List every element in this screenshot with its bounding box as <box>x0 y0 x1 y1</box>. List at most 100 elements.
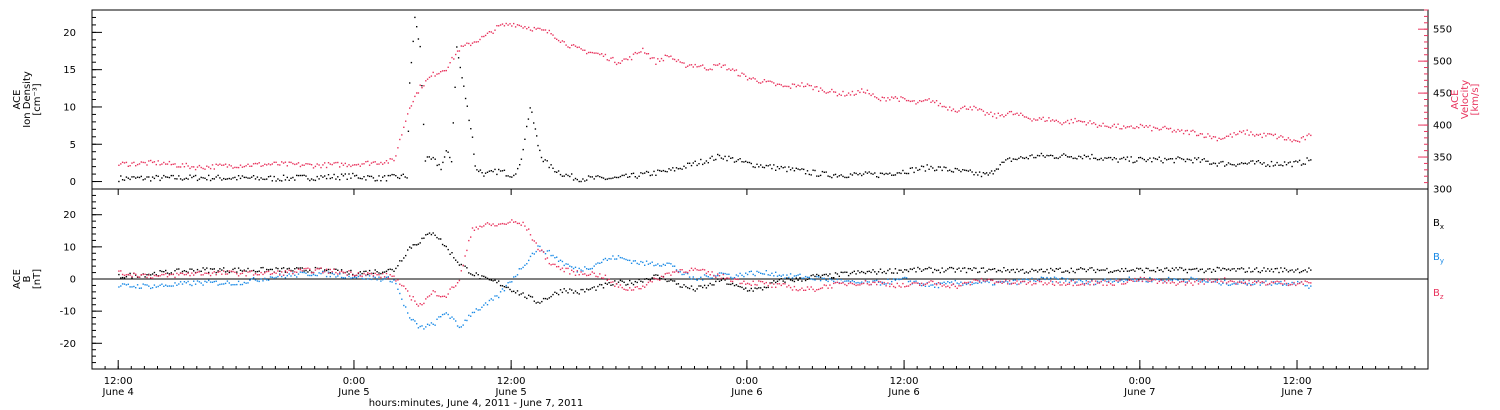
legend-subscript: x <box>1440 223 1444 231</box>
density-left-axis-title-line: Ion Density <box>22 71 33 128</box>
Bz-point <box>1096 282 1099 284</box>
Bz-point <box>1010 283 1013 285</box>
Bx-point <box>1229 269 1232 272</box>
By-point <box>1134 280 1136 282</box>
Bz-point <box>630 289 633 291</box>
Bz-point <box>967 281 970 284</box>
Bz-point <box>844 283 846 286</box>
density-point <box>1237 163 1239 166</box>
By-point <box>374 276 376 279</box>
Bz-point <box>1270 281 1273 283</box>
velocity-point <box>1261 136 1263 139</box>
Bx-point <box>372 272 375 275</box>
Bz-point <box>1138 279 1140 281</box>
By-point <box>498 296 500 299</box>
Bz-point <box>1014 282 1016 284</box>
By-point <box>1046 276 1048 279</box>
velocity-point <box>1207 133 1209 135</box>
Bz-point <box>702 268 704 271</box>
velocity-point <box>477 41 479 43</box>
By-point <box>455 320 457 322</box>
Bx-point <box>279 270 281 272</box>
Bz-point <box>1156 282 1159 284</box>
Bz-point <box>118 270 120 272</box>
Bz-point <box>739 282 741 285</box>
Bz-point <box>1132 280 1134 282</box>
density-point <box>275 180 277 182</box>
By-point <box>1235 282 1237 284</box>
By-point <box>702 279 704 281</box>
density-point <box>653 170 655 173</box>
Bz-point <box>1119 279 1121 281</box>
By-point <box>617 255 620 257</box>
By-point <box>767 274 769 276</box>
Bz-point <box>522 221 524 224</box>
bfield-left-tick-label: 0 <box>70 275 76 286</box>
By-point <box>769 274 771 276</box>
velocity-point <box>767 80 769 82</box>
velocity-point <box>416 92 418 94</box>
Bz-point <box>374 272 376 275</box>
Bz-point <box>737 278 739 281</box>
Bx-point <box>494 279 496 281</box>
Bz-point <box>750 284 752 286</box>
By-point <box>1242 279 1245 282</box>
Bz-point <box>1029 280 1031 283</box>
Bz-point <box>179 272 182 274</box>
velocity-point <box>567 46 569 48</box>
Bz-point <box>1248 279 1250 282</box>
Bz-point <box>754 283 756 286</box>
velocity-point <box>1143 126 1145 128</box>
velocity-point <box>954 110 956 113</box>
Bz-point <box>1233 281 1235 283</box>
density-point <box>1096 159 1099 161</box>
Bx-point <box>1190 268 1192 271</box>
density-point <box>422 123 425 126</box>
density-point <box>407 130 410 132</box>
Bz-point <box>131 275 133 278</box>
velocity-point <box>1201 133 1203 135</box>
Bz-point <box>241 272 244 274</box>
Bz-point <box>677 271 680 274</box>
density-point <box>722 158 724 160</box>
velocity-point <box>1167 128 1170 130</box>
By-point <box>960 281 962 283</box>
velocity-point <box>644 52 646 54</box>
By-point <box>1016 283 1018 286</box>
velocity-point <box>318 164 320 166</box>
By-point <box>136 284 139 286</box>
Bx-point <box>425 234 427 236</box>
Bz-point <box>1126 281 1129 283</box>
Bx-point <box>1207 268 1209 270</box>
velocity-point <box>964 105 966 107</box>
Bz-point <box>788 284 790 287</box>
density-point <box>511 176 513 178</box>
velocity-point <box>447 66 449 68</box>
Bx-point <box>1225 269 1228 271</box>
By-point <box>1102 279 1104 281</box>
Bz-point <box>992 279 994 282</box>
Bz-point <box>870 283 872 286</box>
By-point <box>847 280 850 282</box>
By-point <box>595 263 597 265</box>
Bx-point <box>591 287 593 289</box>
By-point <box>621 257 623 259</box>
velocity-point <box>632 53 635 55</box>
Bx-point <box>1130 269 1132 271</box>
velocity-point <box>359 165 361 167</box>
velocity-point <box>1055 119 1057 121</box>
density-point <box>365 179 367 181</box>
Bz-point <box>187 272 189 274</box>
Bz-point <box>1257 280 1260 282</box>
density-point <box>194 174 197 177</box>
velocity-point <box>1227 135 1230 137</box>
Bx-point <box>1025 271 1028 273</box>
velocity-point <box>217 164 219 166</box>
density-point <box>1053 157 1056 159</box>
velocity-point <box>649 57 651 60</box>
Bz-point <box>1106 284 1108 286</box>
Bx-point <box>1222 267 1224 270</box>
By-point <box>557 260 560 262</box>
Bz-point <box>556 266 558 268</box>
By-point <box>956 282 958 284</box>
